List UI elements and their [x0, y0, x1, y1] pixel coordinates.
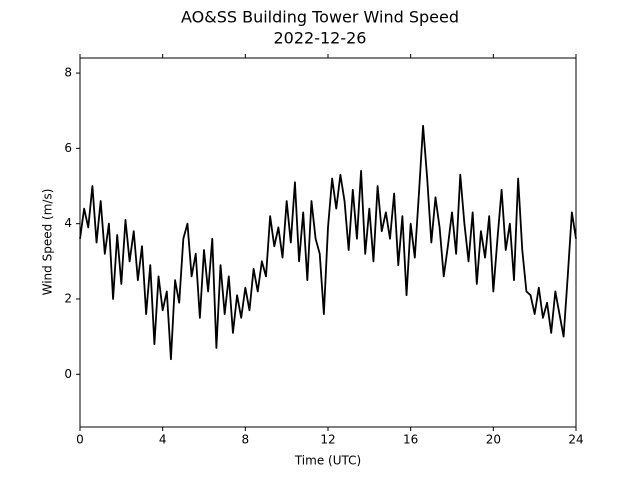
y-tick-label: 8: [64, 66, 72, 80]
y-tick-label: 0: [64, 367, 72, 381]
plot-frame: [79, 57, 577, 428]
x-tick-label: 12: [320, 433, 335, 447]
chart-title: AO&SS Building Tower Wind Speed: [181, 8, 459, 27]
y-tick-label: 4: [64, 216, 72, 230]
x-tick-label: 8: [242, 433, 250, 447]
chart-subtitle: 2022-12-26: [274, 29, 367, 48]
y-tick-label: 6: [64, 141, 72, 155]
y-tick-label: 2: [64, 291, 72, 305]
x-tick-label: 20: [486, 433, 501, 447]
y-axis-label: Wind Speed (m/s): [41, 189, 55, 296]
data-line: [79, 124, 577, 361]
x-tick-label: 16: [403, 433, 418, 447]
x-tick-label: 24: [568, 433, 583, 447]
x-tick-label: 4: [159, 433, 167, 447]
x-tick-label: 0: [76, 433, 84, 447]
x-axis-label: Time (UTC): [294, 454, 361, 468]
